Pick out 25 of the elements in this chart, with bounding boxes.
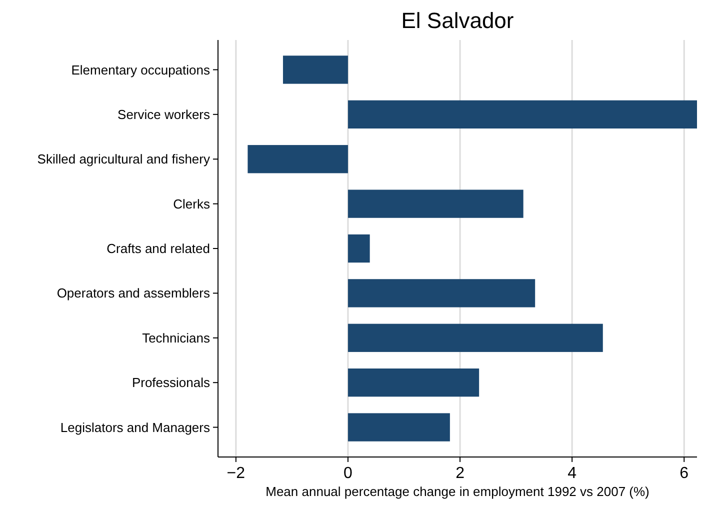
y-tick-label: Professionals [132, 375, 210, 390]
y-tick-label: Technicians [142, 330, 210, 346]
x-tick-label: 4 [568, 465, 577, 482]
bar [348, 324, 603, 352]
y-tick-label: Legislators and Managers [60, 420, 210, 435]
bar [282, 56, 348, 84]
x-tick-label: 2 [456, 465, 465, 482]
y-tick-label: Operators and assemblers [56, 286, 210, 301]
bar [348, 413, 450, 442]
x-tick-label: 0 [344, 465, 353, 482]
bar [248, 145, 348, 174]
bar [348, 279, 536, 308]
y-tick-label: Service workers [118, 106, 210, 122]
bar [348, 100, 697, 128]
chart-title: El Salvador [401, 8, 514, 33]
y-tick-label: Clerks [173, 196, 210, 212]
x-axis-title: Mean annual percentage change in employment 1992 vs 2007 (%) [266, 484, 650, 499]
x-tick-label: −2 [226, 465, 246, 482]
bar [348, 234, 370, 263]
y-tick-label: Skilled agricultural and fishery [37, 152, 210, 167]
bar [348, 190, 524, 218]
y-tick-label: Crafts and related [106, 241, 210, 256]
y-tick-label: Elementary occupations [71, 62, 210, 78]
bar [348, 368, 480, 397]
x-tick-label: 6 [680, 465, 689, 482]
